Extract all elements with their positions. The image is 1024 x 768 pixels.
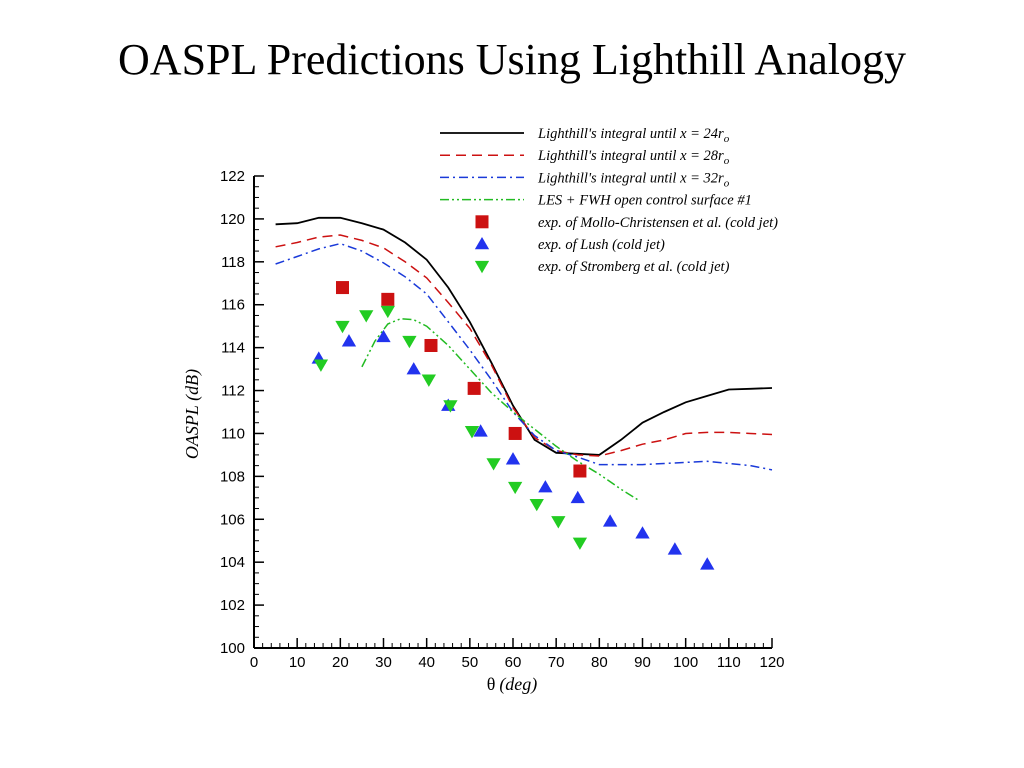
- x-tick-label: 120: [759, 654, 784, 671]
- y-tick-label: 106: [220, 511, 245, 528]
- y-tick-label: 104: [220, 554, 245, 571]
- x-tick-label: 110: [717, 654, 741, 671]
- x-axis-label: θ (deg): [487, 674, 538, 695]
- legend-label-7: exp. of Stromberg et al. (cold jet): [538, 259, 730, 275]
- data-point-triangle-down: [335, 320, 350, 334]
- data-point-triangle-up: [341, 334, 357, 347]
- y-tick-label: 122: [220, 168, 245, 185]
- y-tick-label: 110: [221, 425, 245, 442]
- data-point-triangle-down: [359, 310, 374, 323]
- x-tick-label: 70: [548, 654, 565, 671]
- data-point-triangle-down: [313, 359, 329, 372]
- axes: 100 102 104 106 108 110 112 114 116 118 120 122 0 10 2…: [220, 168, 785, 671]
- series-line-3: [275, 242, 773, 471]
- legend-subscript: o: [724, 155, 730, 167]
- data-point-triangle-up: [570, 490, 585, 504]
- legend-label-3: Lighthill's integral until x = 32ro: [537, 170, 730, 189]
- data-point-triangle-up: [635, 526, 650, 539]
- data-point-triangle-up: [700, 557, 715, 570]
- data-point-triangle-up: [667, 542, 683, 555]
- legend-label-5: exp. of Mollo-Christensen et al. (cold j…: [538, 215, 778, 231]
- data-point-triangle-down: [464, 426, 480, 439]
- data-point-square: [573, 464, 587, 478]
- y-tick-label: 120: [220, 211, 245, 228]
- legend-label-4: LES + FWH open control surface #1: [537, 193, 752, 209]
- y-tick-label: 114: [221, 340, 245, 357]
- data-point-square: [381, 292, 395, 306]
- legend-label-6: exp. of Lush (cold jet): [538, 237, 665, 253]
- data-point-triangle-down: [486, 458, 501, 471]
- legend-swatch-5: [475, 215, 489, 229]
- x-tick-label: 10: [289, 654, 306, 671]
- x-tick-label: 0: [250, 654, 258, 671]
- plot-area: [275, 216, 773, 570]
- x-tick-label: 90: [634, 654, 651, 671]
- y-tick-label: 102: [220, 597, 245, 614]
- legend-swatch-6: [474, 236, 490, 250]
- data-point-triangle-down: [508, 481, 523, 495]
- legend-subscript: o: [724, 177, 730, 189]
- x-tick-label: 50: [461, 654, 478, 671]
- data-point-triangle-down: [551, 516, 566, 529]
- x-tick-label: 40: [418, 654, 435, 671]
- series-line-4: [361, 317, 639, 501]
- x-axis-unit: (deg): [499, 674, 537, 695]
- legend: Lighthill's integral until x = 24ro Light…: [440, 126, 778, 275]
- legend-swatch-7: [474, 260, 490, 274]
- data-point-triangle-down: [421, 374, 436, 387]
- data-point-triangle-up: [602, 514, 618, 527]
- y-tick-label: 108: [220, 468, 245, 485]
- y-tick-label: 118: [221, 254, 245, 271]
- data-point-triangle-down: [529, 498, 544, 512]
- data-point-triangle-down: [380, 305, 395, 319]
- y-tick-label: 100: [220, 640, 245, 657]
- data-point-triangle-up: [406, 362, 421, 375]
- y-tick-label: 112: [221, 383, 245, 400]
- data-point-triangle-up: [376, 329, 391, 343]
- legend-label-1: Lighthill's integral until x = 24ro: [537, 126, 730, 145]
- data-point-triangle-down: [572, 537, 588, 550]
- y-tick-label: 116: [221, 297, 245, 314]
- data-point-square: [467, 381, 481, 395]
- data-point-triangle-up: [473, 424, 488, 437]
- x-axis-symbol: θ: [487, 674, 496, 694]
- x-tick-label: 20: [332, 654, 349, 671]
- slide-title: OASPL Predictions Using Lighthill Analog…: [118, 35, 906, 84]
- data-point-triangle-down: [443, 400, 458, 413]
- data-point-square: [335, 281, 349, 295]
- data-point-square: [508, 426, 522, 440]
- x-tick-label: 80: [591, 654, 608, 671]
- data-point-triangle-down: [402, 335, 417, 349]
- data-point-triangle-up: [538, 480, 553, 493]
- x-tick-label: 30: [375, 654, 392, 671]
- x-tick-label: 60: [505, 654, 522, 671]
- legend-label-2: Lighthill's integral until x = 28ro: [537, 148, 730, 167]
- x-tick-label: 100: [673, 654, 698, 671]
- data-point-square: [424, 338, 438, 352]
- y-axis-label: OASPL (dB): [182, 369, 203, 459]
- legend-subscript: o: [724, 133, 730, 145]
- data-point-triangle-up: [505, 452, 521, 465]
